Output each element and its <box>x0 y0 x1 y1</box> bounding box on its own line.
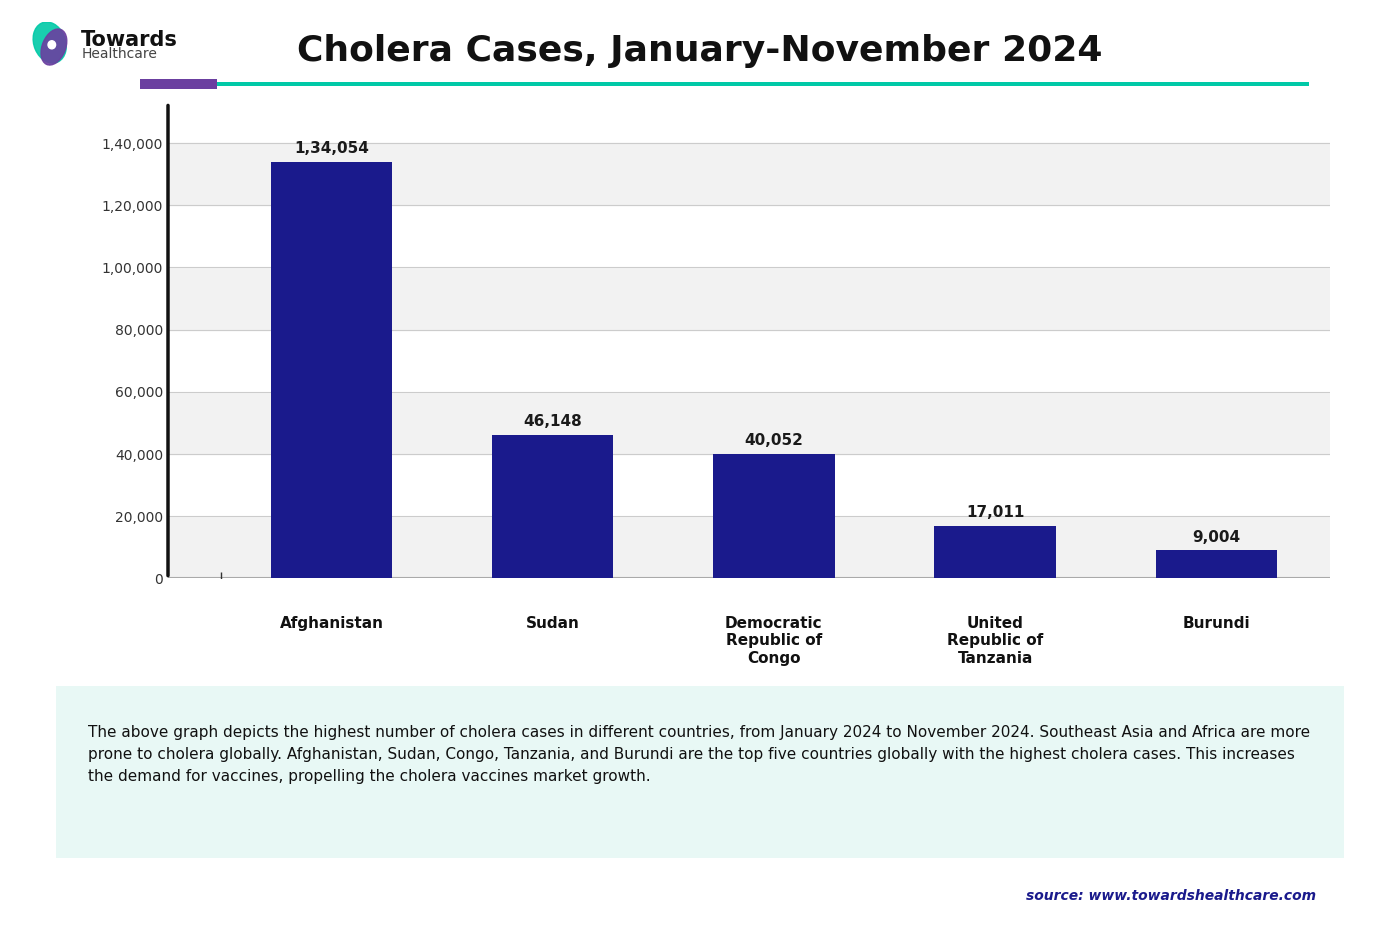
Text: Afghanistan: Afghanistan <box>280 616 384 631</box>
Text: 40,052: 40,052 <box>745 433 804 448</box>
Bar <box>168 329 1330 392</box>
Bar <box>168 516 1330 578</box>
Text: 1,34,054: 1,34,054 <box>294 141 368 156</box>
Ellipse shape <box>34 22 66 63</box>
Text: Burundi: Burundi <box>1183 616 1250 631</box>
Bar <box>168 454 1330 516</box>
Text: Democratic
Republic of
Congo: Democratic Republic of Congo <box>725 616 823 665</box>
Bar <box>168 143 1330 205</box>
Text: 46,148: 46,148 <box>524 414 582 429</box>
Bar <box>168 268 1330 329</box>
Text: United
Republic of
Tanzania: United Republic of Tanzania <box>946 616 1043 665</box>
FancyBboxPatch shape <box>43 684 1357 860</box>
Text: Towards: Towards <box>81 30 178 50</box>
Text: 9,004: 9,004 <box>1193 530 1240 545</box>
Text: Healthcare: Healthcare <box>81 47 157 62</box>
Bar <box>934 525 1056 578</box>
Bar <box>1155 550 1277 578</box>
Text: source: www.towardshealthcare.com: source: www.towardshealthcare.com <box>1026 888 1316 903</box>
Text: 17,011: 17,011 <box>966 505 1025 520</box>
Ellipse shape <box>41 29 67 65</box>
Bar <box>168 205 1330 268</box>
Ellipse shape <box>48 41 56 49</box>
Text: Cholera Cases, January-November 2024: Cholera Cases, January-November 2024 <box>297 35 1103 68</box>
Bar <box>168 392 1330 454</box>
Text: Sudan: Sudan <box>526 616 580 631</box>
Text: The above graph depicts the highest number of cholera cases in different countri: The above graph depicts the highest numb… <box>88 725 1310 785</box>
Bar <box>270 161 392 578</box>
Bar <box>713 453 834 578</box>
Bar <box>491 435 613 578</box>
